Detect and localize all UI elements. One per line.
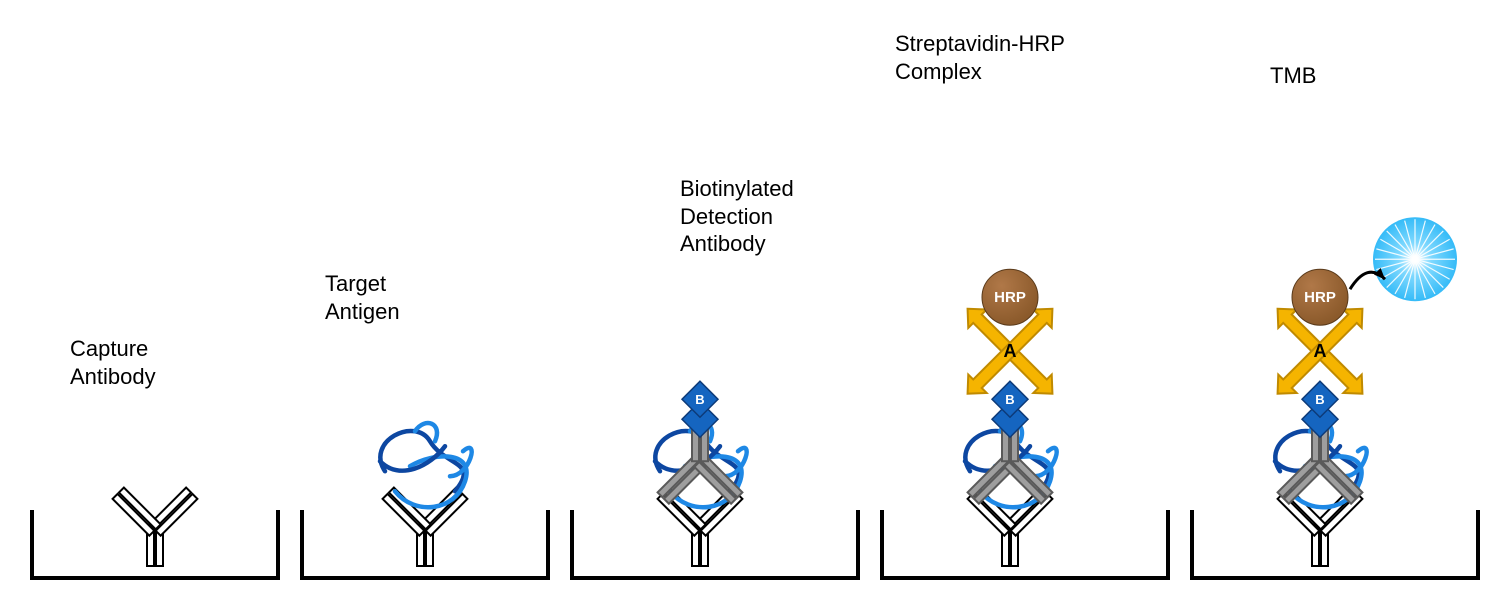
label-strept: Streptavidin-HRP Complex <box>895 30 1065 85</box>
stage-5: B A HRP <box>1190 20 1480 580</box>
stage-3: B <box>570 20 860 580</box>
stage-4: B A HRP <box>880 20 1170 580</box>
stage-1 <box>30 20 280 580</box>
biotin-label: B <box>695 392 704 407</box>
streptavidin-label: A <box>1004 341 1017 361</box>
hrp-enzyme: HRP <box>982 269 1038 325</box>
hrp-label: HRP <box>1304 289 1336 306</box>
label-tmb: TMB <box>1270 62 1316 90</box>
biotin-label: B <box>1005 392 1014 407</box>
label-target: Target Antigen <box>325 270 400 325</box>
label-detection: Biotinylated Detection Antibody <box>680 175 794 258</box>
tmb-signal <box>1373 217 1457 301</box>
streptavidin-label: A <box>1314 341 1327 361</box>
hrp-label: HRP <box>994 289 1026 306</box>
biotin-label: B <box>1315 392 1324 407</box>
hrp-enzyme: HRP <box>1292 269 1348 325</box>
capture-antibody <box>113 488 198 566</box>
label-capture: Capture Antibody <box>70 335 156 390</box>
